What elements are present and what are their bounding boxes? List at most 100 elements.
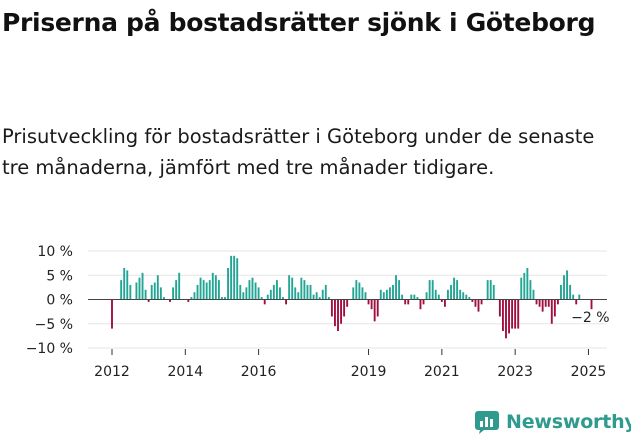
bar	[382, 292, 385, 300]
bar	[248, 280, 251, 300]
bar	[306, 284, 309, 300]
bar	[385, 289, 388, 300]
bar	[202, 280, 205, 300]
bar	[147, 299, 150, 302]
bar	[211, 272, 214, 300]
bar	[300, 277, 303, 300]
bar	[471, 299, 474, 302]
bar	[221, 297, 223, 300]
chart-title: Priserna på bostadsrätter sjönk i Götebo…	[2, 8, 596, 37]
bar	[257, 287, 260, 300]
y-tick-label: 10 %	[37, 244, 73, 260]
bar	[358, 282, 361, 300]
bar	[560, 284, 562, 300]
bar	[416, 297, 419, 300]
bar	[214, 275, 217, 300]
bar	[428, 280, 431, 300]
bar	[529, 280, 532, 300]
bar	[272, 284, 275, 300]
bar	[303, 280, 306, 300]
bar	[208, 280, 211, 300]
y-tick-label: −5 %	[35, 317, 73, 333]
bar	[361, 287, 364, 300]
bar	[294, 287, 297, 300]
bar	[538, 299, 541, 307]
bar	[367, 299, 370, 305]
bar	[388, 287, 391, 300]
bar	[547, 299, 550, 307]
bar	[205, 282, 208, 300]
bar	[337, 299, 339, 332]
bar	[312, 294, 315, 300]
bar	[321, 289, 324, 300]
bar	[373, 299, 376, 322]
bar	[318, 297, 321, 300]
bar	[169, 299, 171, 302]
bar	[459, 289, 462, 300]
bar	[437, 294, 440, 300]
bar	[123, 267, 126, 300]
x-tick-label: 2019	[351, 364, 387, 380]
bar	[505, 299, 507, 339]
x-tick-label: 2025	[571, 364, 607, 380]
bar	[138, 277, 141, 300]
bar	[413, 294, 416, 300]
bar	[563, 275, 565, 300]
bar	[190, 297, 193, 300]
x-tick-label: 2014	[167, 364, 203, 380]
bar	[544, 299, 547, 307]
bar	[297, 292, 300, 300]
bar	[260, 297, 263, 300]
bar	[462, 292, 465, 300]
bar	[590, 299, 593, 310]
bar	[395, 275, 397, 300]
y-axis-labels: 10 % 5 % 0 % −5 % −10 %	[26, 244, 73, 357]
bar	[245, 287, 248, 300]
bar	[282, 297, 284, 300]
bar	[480, 299, 483, 305]
bar	[517, 299, 520, 329]
bar	[447, 289, 449, 300]
bar	[150, 284, 153, 300]
bar	[443, 299, 446, 307]
bar	[434, 289, 437, 300]
bar	[575, 299, 578, 305]
chart-subtitle: Prisutveckling för bostadsrätter i Göteb…	[2, 125, 595, 179]
bar	[520, 277, 523, 300]
bar	[126, 270, 129, 300]
bar	[254, 282, 257, 300]
gridlines	[88, 250, 607, 349]
bar	[120, 280, 123, 300]
bar	[217, 280, 220, 300]
bar	[172, 287, 175, 300]
y-tick-label: 5 %	[46, 268, 73, 284]
bar	[572, 294, 575, 300]
bar	[199, 277, 202, 300]
bar	[275, 280, 278, 300]
bar	[315, 292, 318, 300]
bar	[474, 299, 477, 307]
bar	[523, 272, 526, 300]
bar	[550, 299, 553, 324]
bar	[526, 267, 529, 300]
bar-chart: 10 % 5 % 0 % −5 % −10 % 2012 2014 2016 2019 2021…	[26, 244, 610, 380]
bar	[425, 292, 428, 300]
bar	[343, 299, 346, 317]
bar	[501, 299, 504, 332]
bar	[279, 287, 281, 300]
bar	[514, 299, 517, 329]
bar	[162, 297, 165, 300]
bar	[431, 280, 434, 300]
bar	[407, 299, 410, 305]
bar	[242, 292, 245, 300]
bar	[144, 289, 147, 300]
bar	[159, 287, 162, 300]
bar	[352, 287, 355, 300]
x-tick-label: 2016	[241, 364, 277, 380]
bar	[498, 299, 501, 317]
newsworthy-logo: Newsworthy	[474, 408, 631, 436]
bar	[291, 277, 294, 300]
bar	[456, 280, 459, 300]
bar	[236, 258, 239, 300]
bar	[230, 255, 233, 300]
